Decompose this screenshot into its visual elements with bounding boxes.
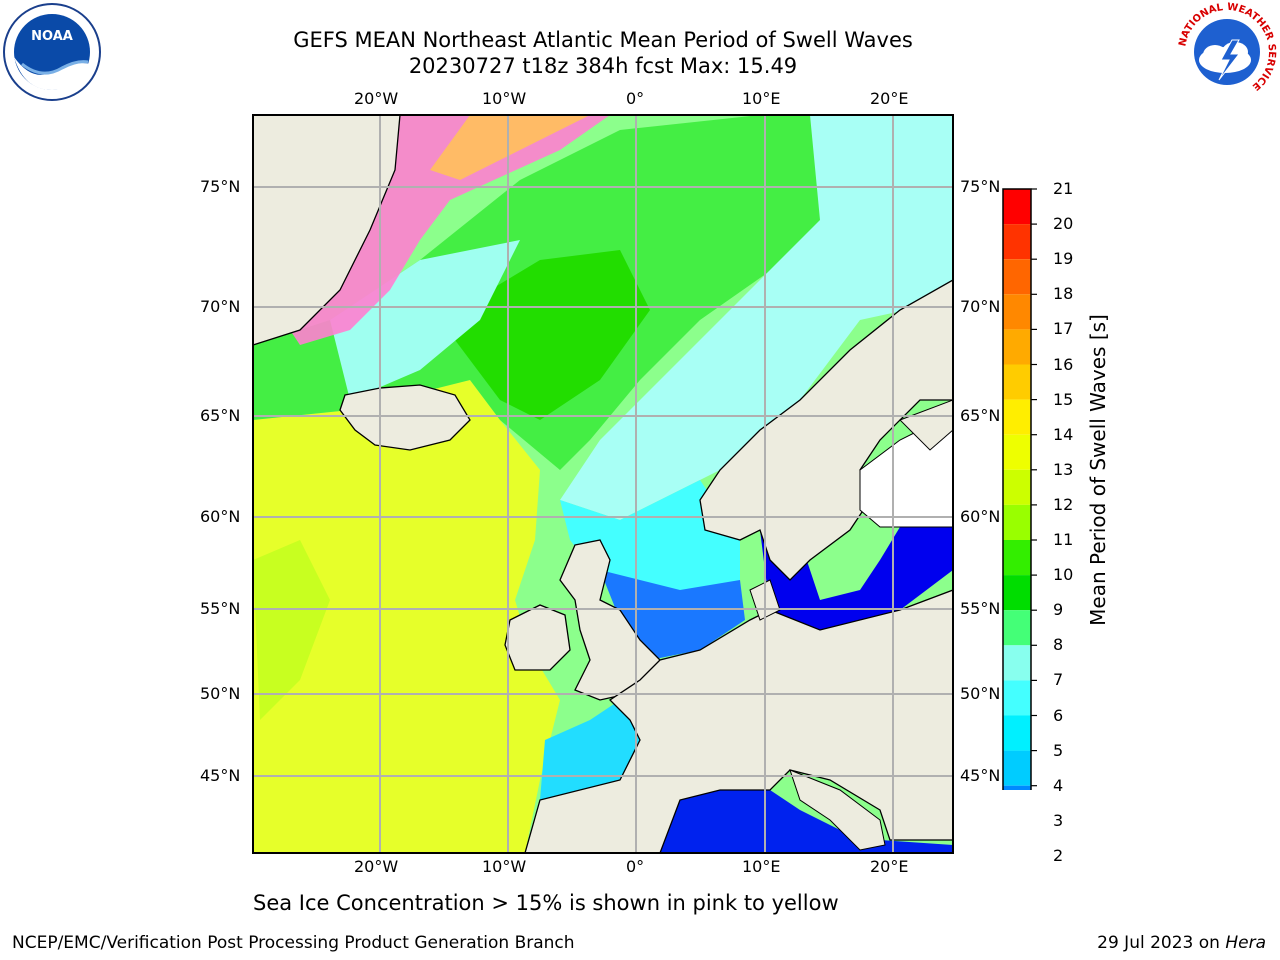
footer-date: 29 Jul 2023 on Hera [1097, 933, 1266, 953]
right-lat-label: 50°N [960, 684, 1001, 703]
colorbar-swatch [1003, 785, 1031, 790]
swell-field-cyan-north [330, 240, 520, 400]
top-lon-label: 10°W [482, 89, 527, 108]
top-lon-label: 0° [626, 89, 645, 108]
top-lon-label: 20°W [354, 89, 399, 108]
right-lat-label: 45°N [960, 766, 1001, 785]
colorbar-tick-label: 8 [1053, 635, 1064, 655]
bottom-lon-label: 0° [626, 857, 645, 876]
colorbar-swatch [1003, 329, 1031, 365]
colorbar-swatch [1003, 680, 1031, 716]
top-lon-label: 10°E [742, 89, 781, 108]
colorbar-swatch [1003, 469, 1031, 505]
plot-title-line2: 20230727 t18z 384h fcst Max: 15.49 [408, 54, 798, 78]
colorbar-swatch [1003, 434, 1031, 470]
colorbar-tick-label: 5 [1053, 740, 1064, 760]
colorbar-tick-label: 12 [1053, 494, 1074, 514]
bottom-lon-label: 10°W [482, 857, 527, 876]
colorbar-swatch [1003, 715, 1031, 751]
colorbar-swatch [1003, 750, 1031, 786]
colorbar-tick-label: 15 [1053, 389, 1074, 409]
colorbar-tick-label: 21 [1053, 179, 1074, 198]
left-lat-label: 55°N [200, 599, 241, 618]
colorbar-swatch [1003, 504, 1031, 540]
colorbar-tick-label: 14 [1053, 424, 1074, 444]
land-ireland [504, 604, 571, 671]
colorbar-swatch [1003, 364, 1031, 400]
colorbar-swatch [1003, 645, 1031, 681]
noaa-logo-text: NOAA [31, 29, 73, 44]
left-lat-label: 45°N [200, 766, 241, 785]
colorbar-swatch [1003, 189, 1031, 225]
left-lat-label: 75°N [200, 177, 241, 196]
left-lat-label: 65°N [200, 406, 241, 425]
sea-ice-core [430, 115, 590, 180]
graticule [253, 115, 953, 853]
right-lat-label: 60°N [960, 507, 1001, 526]
right-lat-label: 75°N [960, 177, 1001, 196]
colorbar-tick-label: 9 [1053, 600, 1064, 620]
plot-title-line1: GEFS MEAN Northeast Atlantic Mean Period… [293, 28, 913, 52]
colorbar-tick-label: 6 [1053, 705, 1064, 725]
colorbar-tick-label: 3 [1053, 810, 1064, 830]
sea-ice-note: Sea Ice Concentration > 15% is shown in … [253, 891, 839, 915]
right-lat-label: 65°N [960, 406, 1001, 425]
colorbar-tick-label: 10 [1053, 565, 1074, 585]
swell-field-mediterranean [660, 790, 953, 853]
colorbar-tick-label: 17 [1053, 319, 1074, 339]
colorbar-tick-label: 7 [1053, 670, 1064, 690]
bottom-lon-label: 20°E [870, 857, 909, 876]
footer-date-text: 29 Jul 2023 on [1097, 933, 1226, 953]
colorbar-tick-label: 13 [1053, 459, 1074, 479]
noaa-logo: NOAA [3, 3, 101, 101]
land-iceland [339, 384, 471, 451]
colorbar-tick-label: 16 [1053, 354, 1074, 374]
right-lat-label: 70°N [960, 297, 1001, 316]
left-lat-label: 70°N [200, 297, 241, 316]
colorbar-tick-label: 20 [1053, 214, 1074, 234]
bottom-lon-label: 10°E [742, 857, 781, 876]
sea-ice-edge [290, 115, 610, 345]
colorbar-swatch [1003, 575, 1031, 611]
footer-credit: NCEP/EMC/Verification Post Processing Pr… [12, 933, 575, 953]
colorbar-tick-label: 2 [1053, 845, 1064, 865]
colorbar-swatch [1003, 540, 1031, 576]
colorbar-swatch [1003, 294, 1031, 330]
colorbar-tick-label: 11 [1053, 530, 1074, 549]
swell-field-baltic [760, 527, 953, 630]
right-lat-label: 55°N [960, 599, 1001, 618]
top-lon-label: 20°E [870, 89, 909, 108]
swell-field-cyan-east [560, 115, 953, 520]
colorbar-tick-label: 18 [1053, 284, 1074, 304]
colorbar-tick-label: 4 [1053, 775, 1064, 795]
colorbar-swatch [1003, 610, 1031, 646]
colorbar [1002, 188, 1037, 790]
land-italy [789, 769, 886, 851]
colorbar-tick-label: 19 [1053, 249, 1074, 269]
land-europe [524, 589, 953, 853]
colorbar-swatch [1003, 224, 1031, 260]
colorbar-swatch [1003, 399, 1031, 435]
footer-host: Hera [1225, 933, 1266, 953]
bottom-lon-label: 20°W [354, 857, 399, 876]
map-frame [252, 114, 954, 854]
colorbar-swatch [1003, 259, 1031, 295]
swell-field-long-period [253, 380, 560, 853]
land-greenland [253, 115, 401, 346]
colorbar-title: Mean Period of Swell Waves [s] [1086, 314, 1110, 626]
swell-field-mid [253, 540, 330, 720]
nws-logo: NATIONAL WEATHER SERVICE [1177, 2, 1277, 100]
land-finland [899, 399, 953, 451]
left-lat-label: 50°N [200, 684, 241, 703]
left-lat-label: 60°N [200, 507, 241, 526]
